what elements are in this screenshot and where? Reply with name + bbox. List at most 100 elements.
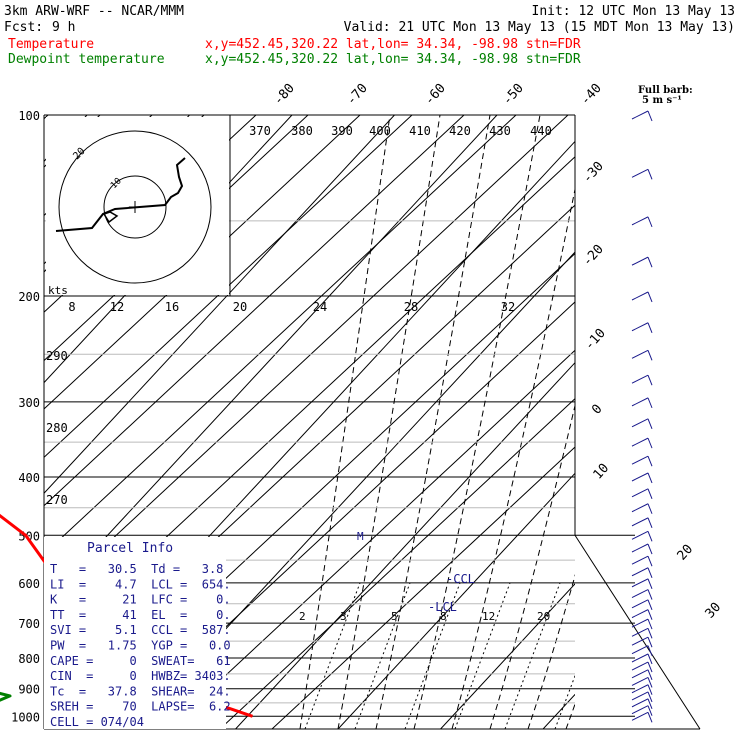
wind-barb-staff [631, 418, 649, 428]
wind-barb-flag [647, 628, 653, 639]
isotherm-label: -30 [580, 159, 607, 186]
wind-barb-flag [647, 397, 653, 409]
wind-barb-staff [631, 488, 649, 498]
dewpoint-label: Dewpoint temperature [8, 52, 165, 67]
wind-barb-staff [631, 627, 649, 637]
mixing-ratio-line [554, 674, 575, 729]
wind-barb-staff [631, 530, 649, 540]
isotherm-label: -60 [422, 81, 449, 108]
wind-barb-staff [631, 618, 649, 628]
hodograph-trace [55, 157, 186, 232]
wind-barb-staff [631, 698, 649, 708]
wind-barb-staff [631, 705, 649, 715]
inset-speed-label: 16 [165, 300, 179, 314]
moist-adiabat [299, 115, 391, 729]
parcel-info-row: SVI = 5.1 CCL = 587. [50, 623, 231, 637]
pressure-label: 900 [18, 683, 40, 697]
wind-barb-flag [647, 216, 653, 228]
dry-adiabat-line [167, 349, 575, 729]
pressure-label: 800 [18, 652, 40, 666]
parcel-info-row: PW = 1.75 YGP = 0.0 [50, 639, 231, 653]
wind-barb-flag [647, 609, 653, 620]
moist-adiabat [451, 186, 575, 729]
wind-barb-flag [647, 110, 653, 122]
wind-barb-flag [647, 169, 653, 180]
parcel-info-row: CELL = 074/04 [50, 715, 144, 729]
hodograph-kts-label: kts [48, 284, 68, 297]
pressure-label: 1000 [11, 710, 40, 724]
wind-barb-staff [631, 503, 649, 513]
isotherm-line [235, 361, 575, 729]
moist-adiabat [527, 573, 575, 729]
theta-e-label: 420 [449, 124, 471, 138]
ccl-label: -CCL [446, 572, 475, 586]
parcel-info-row: K = 21 LFC = 0. [50, 593, 231, 607]
wind-barb-staff [631, 349, 649, 359]
wind-barb-staff [631, 517, 649, 527]
temperature-label: Temperature [8, 37, 94, 52]
mixing-ratio-label: 20 [537, 610, 550, 623]
wind-barb-flag [647, 669, 653, 681]
isotherm-label: -50 [500, 81, 527, 108]
pressure-label: 400 [18, 471, 40, 485]
isotherm-label: -80 [271, 81, 298, 108]
moist-adiabat [337, 115, 441, 729]
wind-barb-flag [647, 705, 653, 716]
inset-speed-label: 8 [68, 300, 75, 314]
valid-time: Valid: 21 UTC Mon 13 May 13 (15 MDT Mon … [344, 20, 735, 35]
theta-e-label: 440 [530, 124, 552, 138]
wind-barb-staff [631, 322, 649, 332]
mixing-ratio-line [304, 582, 361, 729]
m-marker: M [357, 530, 364, 543]
pressure-label: 300 [18, 396, 40, 410]
dry-adiabat-line [44, 115, 413, 459]
wind-barb-flag [647, 618, 653, 630]
parcel-info-row: SREH = 70 LAPSE= 6.2 [50, 700, 231, 714]
theta-e-label: 380 [291, 124, 313, 138]
theta-e-label: 370 [249, 124, 271, 138]
parcel-info-box: Parcel Info T = 30.5 Td = 3.8LI = 4.7 LC… [44, 537, 231, 729]
isotherm-line [440, 583, 575, 729]
hodograph-background [46, 117, 229, 295]
wind-barb-flag [647, 578, 653, 590]
wind-barb-staff [631, 168, 649, 178]
barb-legend-unit: 5 m s⁻¹ [642, 95, 682, 106]
pressure-label: 100 [18, 109, 40, 123]
isotherm-label: -10 [582, 326, 609, 353]
moist-adiabat [413, 115, 541, 729]
isotherm-label: 0 [589, 402, 605, 418]
theta-label: 280 [46, 421, 68, 435]
parcel-info-row: CIN = 0 HWBZ= 3403. [50, 669, 231, 683]
wind-barb-staff [631, 472, 649, 482]
lower-right-edge [574, 534, 701, 730]
wind-barb-flag [647, 599, 653, 610]
wind-barb-flag [647, 661, 653, 673]
forecast-label: Fcst: [4, 20, 43, 35]
wind-barb-staff [631, 397, 649, 407]
parcel-info-title: Parcel Info [87, 541, 173, 556]
wind-barb-staff [631, 555, 649, 565]
wind-barb-flag [647, 653, 653, 665]
isotherm-line [337, 472, 575, 729]
dry-adiabat-line [44, 115, 465, 507]
wind-barb-staff [631, 653, 649, 663]
mixing-ratio-line [404, 582, 461, 729]
wind-barb-flag [647, 374, 653, 386]
wind-barb-flag [647, 517, 653, 529]
wind-barb-flag [647, 567, 653, 578]
wind-barb-staff [631, 609, 649, 619]
dry-adiabat-line [44, 115, 49, 120]
parcel-info-row: T = 30.5 Td = 3.8 [50, 562, 223, 576]
inset-speed-label: 24 [313, 300, 327, 314]
mixing-ratio-label: 2 [299, 610, 306, 623]
moist-adiabat [489, 403, 575, 729]
wind-barb-flag [647, 437, 653, 449]
wind-barb-staff [631, 661, 649, 671]
inset-speed-label: 32 [501, 300, 515, 314]
wind-barb-flag [647, 698, 653, 710]
dry-adiabat-line [219, 398, 575, 729]
forecast-hour: 9 h [52, 20, 75, 35]
